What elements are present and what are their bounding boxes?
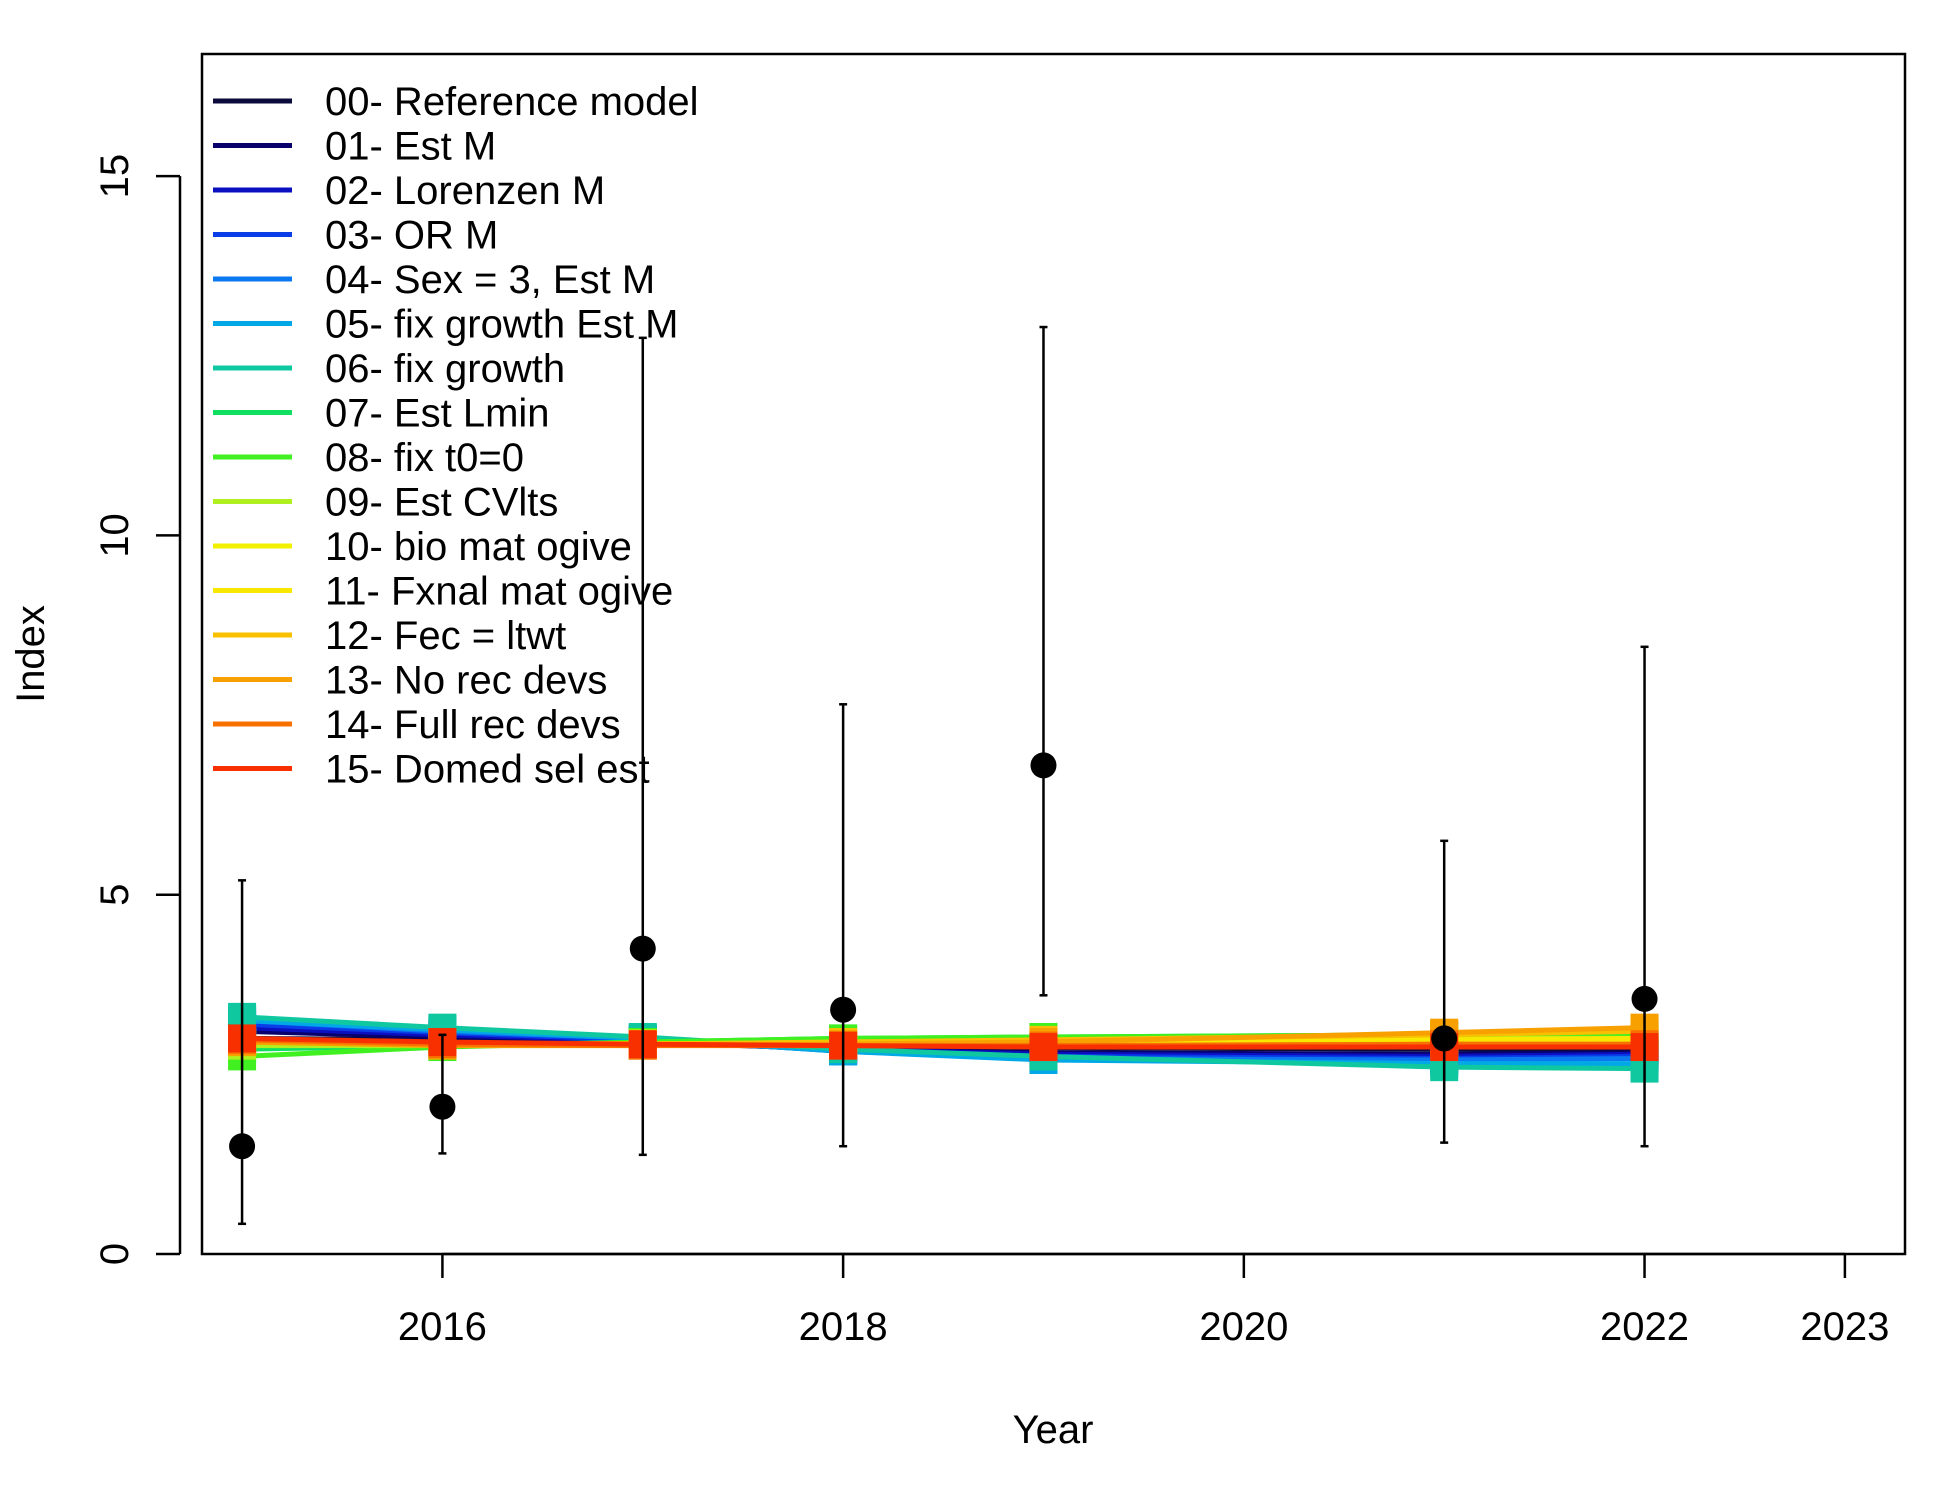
x-tick-label: 2020 xyxy=(1199,1305,1288,1349)
legend-label: 03- OR M xyxy=(325,214,498,258)
y-tick-label: 5 xyxy=(93,884,137,906)
legend-label: 10- bio mat ogive xyxy=(325,525,632,569)
y-axis-title: Index xyxy=(9,605,53,703)
observed-point xyxy=(1030,752,1057,779)
observed-point xyxy=(429,1093,456,1120)
x-axis-title: Year xyxy=(1013,1408,1094,1452)
legend-label: 05- fix growth Est M xyxy=(325,303,678,347)
legend-label: 11- Fxnal mat ogive xyxy=(325,570,673,614)
series-point xyxy=(1029,1033,1058,1062)
legend-label: 15- Domed sel est xyxy=(325,748,650,792)
y-tick-label: 10 xyxy=(93,513,137,558)
y-axis: 0 5 10 15 xyxy=(93,154,182,1265)
legend-label: 02- Lorenzen M xyxy=(325,169,605,213)
legend-label: 08- fix t0=0 xyxy=(325,436,524,480)
legend-label: 13- No rec devs xyxy=(325,659,607,703)
x-tick-label: 2016 xyxy=(398,1305,487,1349)
x-tick-label: 2023 xyxy=(1800,1305,1889,1349)
observed-point xyxy=(830,996,857,1023)
legend-label: 07- Est Lmin xyxy=(325,392,550,436)
observed-point xyxy=(229,1133,256,1160)
y-tick-label: 15 xyxy=(93,154,137,199)
legend-label: 12- Fec = ltwt xyxy=(325,614,566,658)
x-tick-label: 2022 xyxy=(1600,1305,1689,1349)
legend-label: 01- Est M xyxy=(325,125,496,169)
legend-label: 00- Reference model xyxy=(325,80,699,124)
observed-point xyxy=(629,935,656,962)
legend-label: 14- Full rec devs xyxy=(325,703,621,747)
y-tick-label: 0 xyxy=(93,1243,137,1265)
legend-label: 09- Est CVlts xyxy=(325,481,558,525)
x-axis: 2016 2018 2020 2022 2023 xyxy=(398,1252,1889,1349)
legend-label: 06- fix growth xyxy=(325,347,565,391)
x-tick-label: 2018 xyxy=(799,1305,888,1349)
observed-point xyxy=(1631,985,1658,1012)
observed-layer xyxy=(229,325,1658,1226)
legend-label: 04- Sex = 3, Est M xyxy=(325,258,655,302)
observed-point xyxy=(1431,1025,1458,1052)
